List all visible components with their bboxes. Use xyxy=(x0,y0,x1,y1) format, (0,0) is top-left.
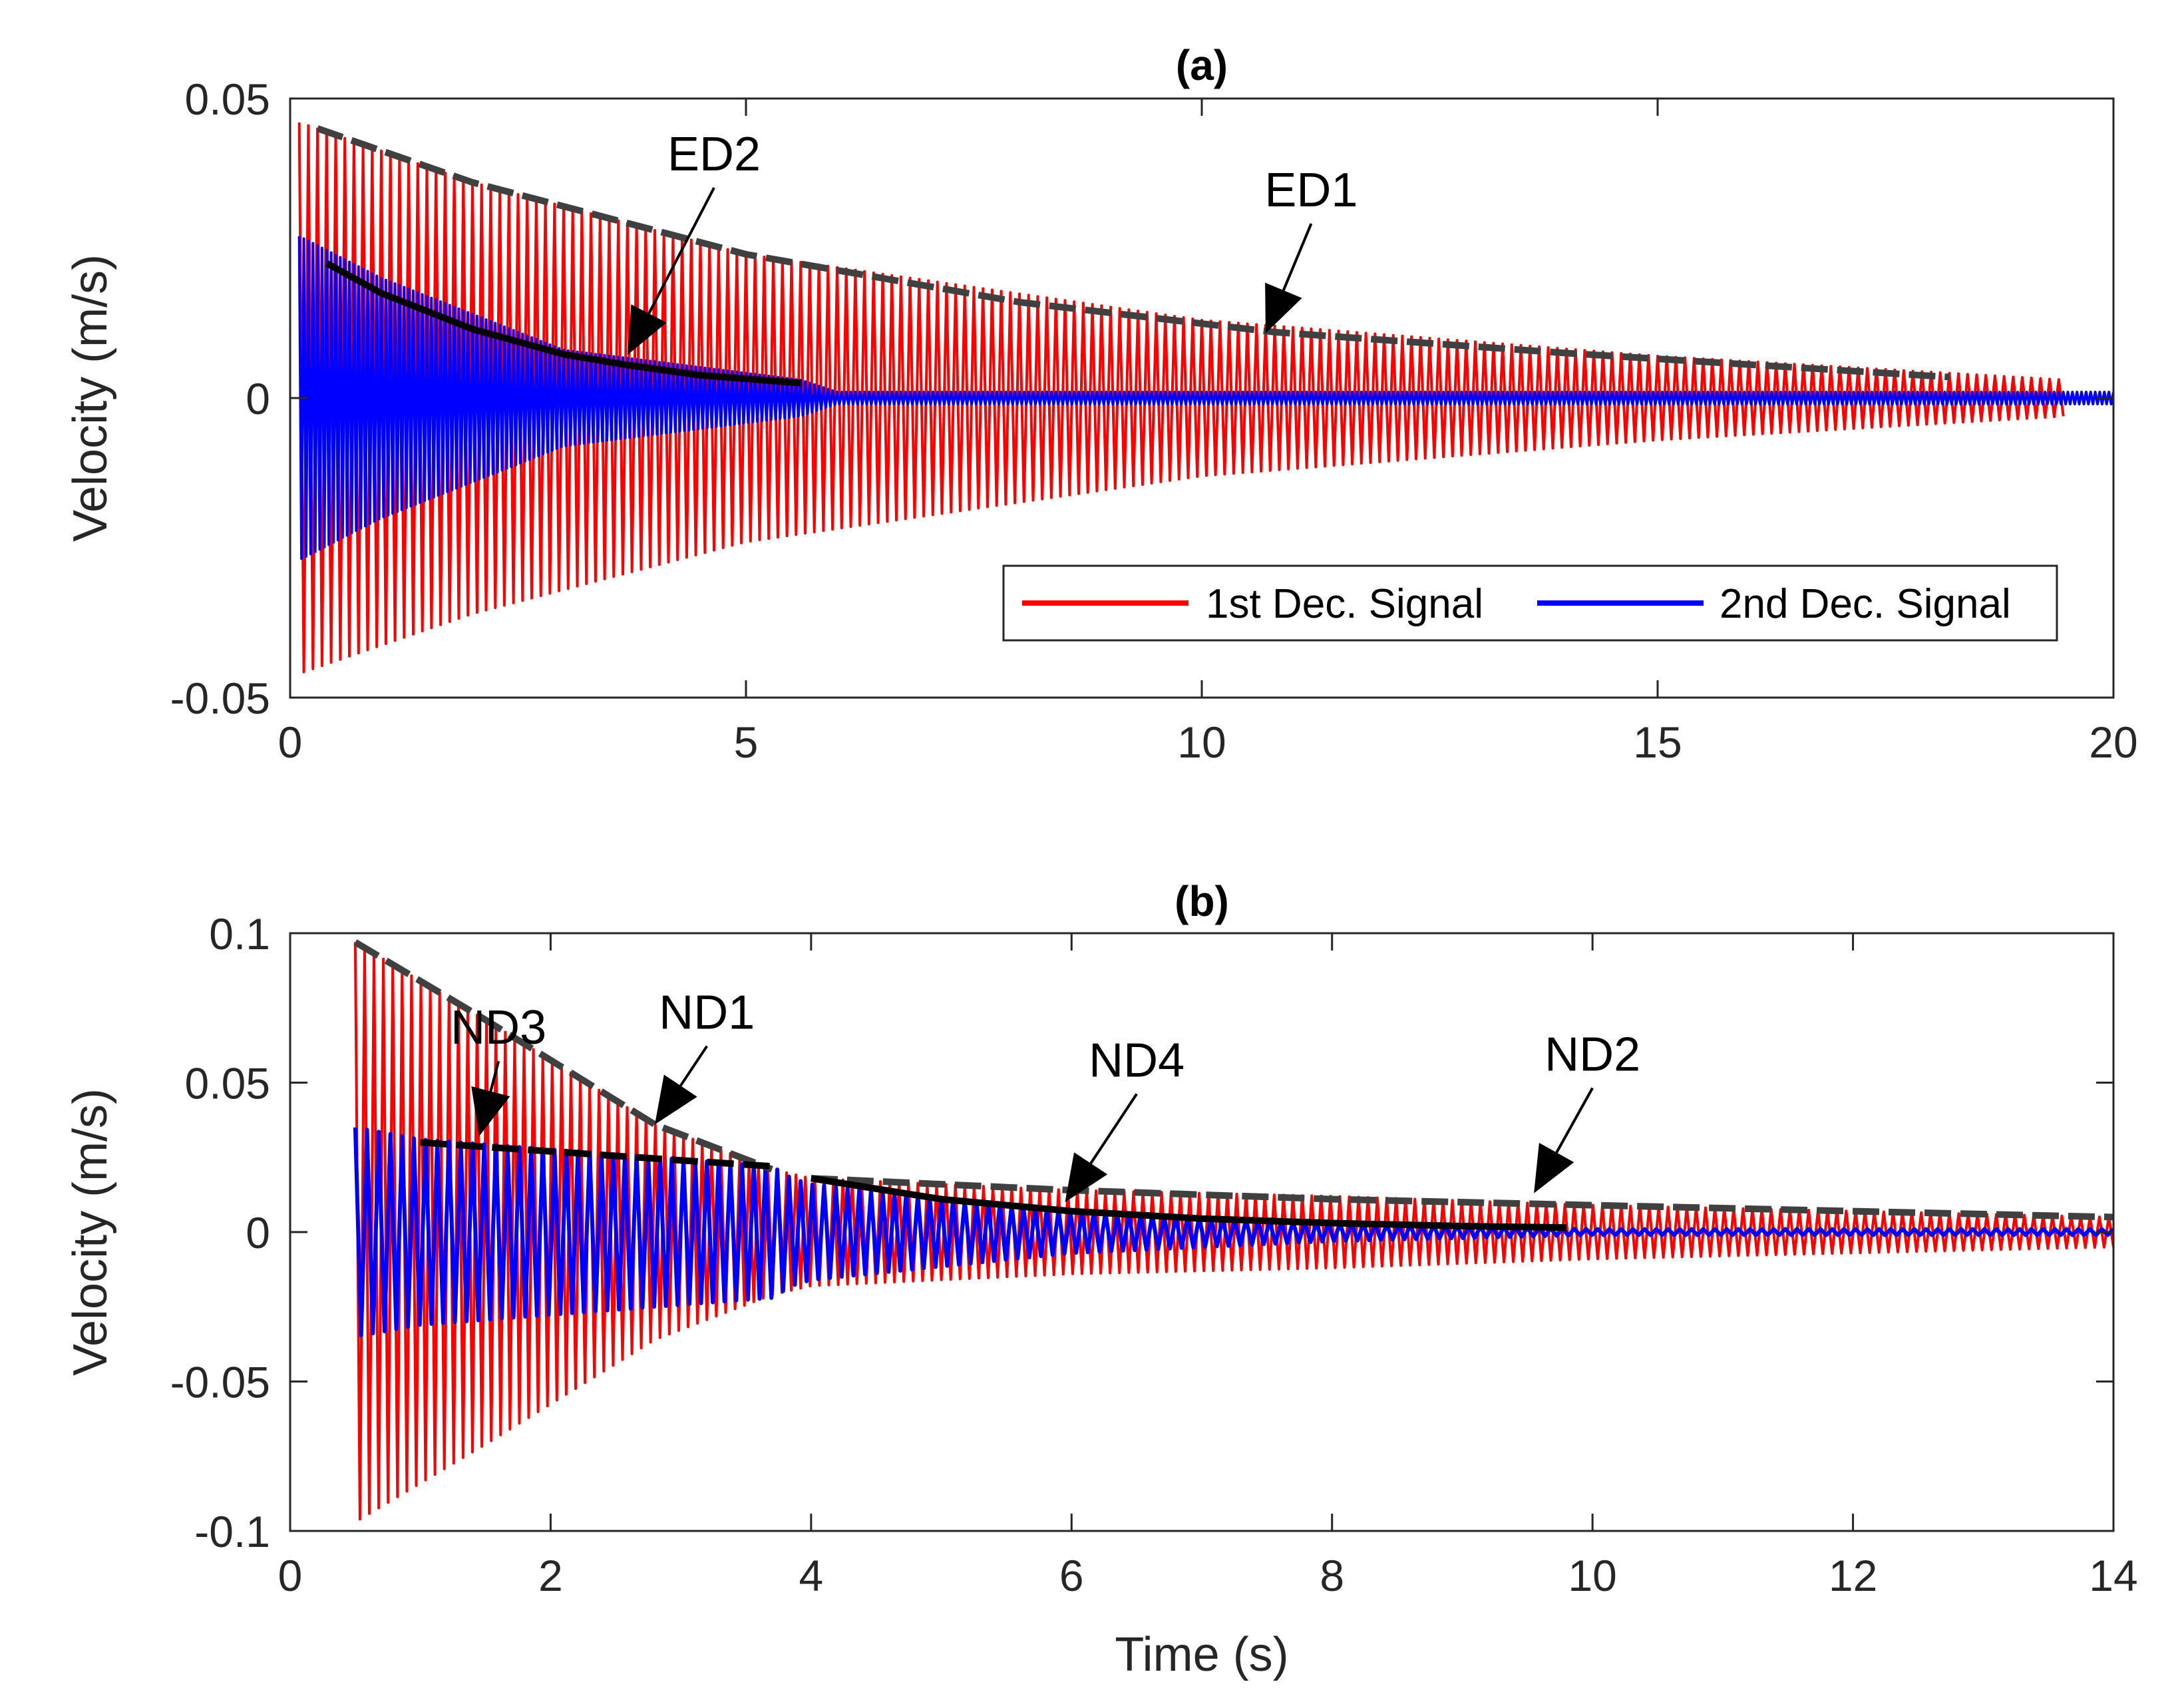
panel-b-xtick-label: 10 xyxy=(1568,1551,1616,1600)
annotation-label-ed1: ED1 xyxy=(1264,164,1358,217)
panel-b-annotations: ND1 ND3 ND4 ND2 xyxy=(451,986,1640,1203)
panel-b-xtick-label: 14 xyxy=(2089,1551,2137,1600)
panel-b-xtick-label: 2 xyxy=(538,1551,563,1600)
panel-b-fit-nd3 xyxy=(420,1139,773,1170)
panel-b-title: (b) xyxy=(1175,877,1229,925)
panel-a-xtick-label: 15 xyxy=(1633,718,1682,767)
panel-a-ytick-label: -0.05 xyxy=(170,674,270,723)
annotation-arrow-nd1 xyxy=(679,1045,708,1087)
panel-a-fit-ed1 xyxy=(316,125,1950,381)
legend-label-2nd-dec-signal: 2nd Dec. Signal xyxy=(1720,581,2011,627)
panel-a-ytick-label: 0 xyxy=(246,374,270,423)
annotation-label-nd2: ND2 xyxy=(1545,1028,1640,1082)
panel-b-fit-nd1 xyxy=(353,939,773,1173)
panel-b-ticks: 0 2 4 6 8 10 12 14 -0.1 -0.05 0 0.05 0.1 xyxy=(170,909,2138,1600)
panel-b-ytick-label: 0.05 xyxy=(185,1059,270,1108)
panel-b-ytick-label: 0.1 xyxy=(209,909,270,959)
annotation-arrow-ed1 xyxy=(1282,223,1313,291)
panel-a-signals xyxy=(297,122,2113,674)
annotation-arrowhead-nd1 xyxy=(655,1074,697,1125)
annotation-arrowhead-nd2 xyxy=(1534,1142,1574,1193)
annotation-arrowhead-nd4 xyxy=(1065,1152,1108,1203)
panel-a-ytick-label: 0.05 xyxy=(185,75,270,124)
panel-a-xtick-label: 20 xyxy=(2089,718,2137,767)
panel-a-xtick-label: 0 xyxy=(278,718,303,767)
annotation-label-nd1: ND1 xyxy=(659,986,755,1040)
annotation-label-nd4: ND4 xyxy=(1089,1034,1184,1088)
panel-b-ytick-label: 0 xyxy=(246,1208,270,1257)
panel-a-annotations: ED2 ED1 xyxy=(627,128,1358,355)
panel-a-envelope-fits xyxy=(316,125,1950,387)
panel-a-ylabel: Velocity (m/s) xyxy=(64,254,117,542)
panel-b-fit-nd4 xyxy=(811,1175,1567,1231)
panel-b-fit-nd2 xyxy=(811,1175,2113,1221)
panel-b-xtick-label: 0 xyxy=(278,1551,303,1600)
panel-a-xtick-label: 5 xyxy=(734,718,759,767)
legend-label-1st-dec-signal: 1st Dec. Signal xyxy=(1206,581,1483,627)
annotation-arrow-ed2 xyxy=(647,187,715,314)
panel-b-ytick-label: -0.1 xyxy=(194,1507,270,1556)
annotation-arrow-nd2 xyxy=(1555,1087,1594,1154)
panel-b-envelope-fits xyxy=(353,939,2113,1231)
annotation-label-nd3: ND3 xyxy=(451,1001,546,1054)
annotation-arrowhead-ed1 xyxy=(1265,282,1302,333)
panel-b-xtick-label: 4 xyxy=(799,1551,823,1600)
panel-b: (b) 0 2 4 6 8 10 12 14 -0.1 -0.05 0 0.05 0.1 Velocit… xyxy=(64,877,2138,1681)
annotation-arrowhead-nd3 xyxy=(471,1086,510,1137)
panel-b-xtick-label: 12 xyxy=(1829,1551,1877,1600)
panel-a-fit-ed2 xyxy=(325,260,801,387)
panel-b-ytick-label: -0.05 xyxy=(170,1358,270,1407)
panel-b-xtick-label: 8 xyxy=(1320,1551,1344,1600)
annotation-label-ed2: ED2 xyxy=(667,128,761,181)
panel-b-xlabel: Time (s) xyxy=(1115,1628,1288,1681)
legend: 1st Dec. Signal 2nd Dec. Signal xyxy=(1002,564,2058,642)
panel-a-xtick-label: 10 xyxy=(1177,718,1226,767)
annotation-arrow-nd4 xyxy=(1089,1093,1138,1164)
panel-b-xtick-label: 6 xyxy=(1059,1551,1084,1600)
annotation-arrow-nd3 xyxy=(489,1060,500,1092)
panel-a-title: (a) xyxy=(1176,41,1228,89)
annotation-arrowhead-ed2 xyxy=(627,304,667,355)
panel-b-signal-1st-dec-signal xyxy=(353,942,2113,1521)
panel-a-signal-2nd-dec-signal xyxy=(297,236,2113,560)
panel-b-ylabel: Velocity (m/s) xyxy=(64,1088,117,1376)
